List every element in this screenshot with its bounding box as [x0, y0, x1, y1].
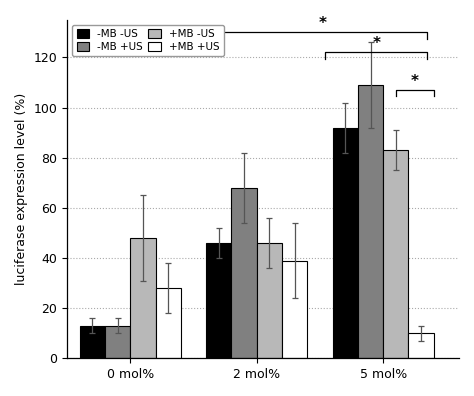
- Text: *: *: [411, 74, 419, 89]
- Bar: [155, 288, 181, 358]
- Bar: [257, 243, 282, 358]
- Bar: [333, 128, 358, 358]
- Bar: [105, 326, 130, 358]
- Text: *: *: [319, 16, 327, 31]
- Bar: [231, 188, 257, 358]
- Bar: [282, 261, 307, 358]
- Text: *: *: [372, 36, 380, 51]
- Bar: [130, 238, 155, 358]
- Legend: -MB -US, -MB +US, +MB -US, +MB +US: -MB -US, -MB +US, +MB -US, +MB +US: [73, 25, 224, 56]
- Bar: [80, 326, 105, 358]
- Bar: [358, 85, 383, 358]
- Y-axis label: luciferase expression level (%): luciferase expression level (%): [15, 93, 28, 285]
- Bar: [206, 243, 231, 358]
- Bar: [409, 333, 434, 358]
- Bar: [383, 150, 409, 358]
